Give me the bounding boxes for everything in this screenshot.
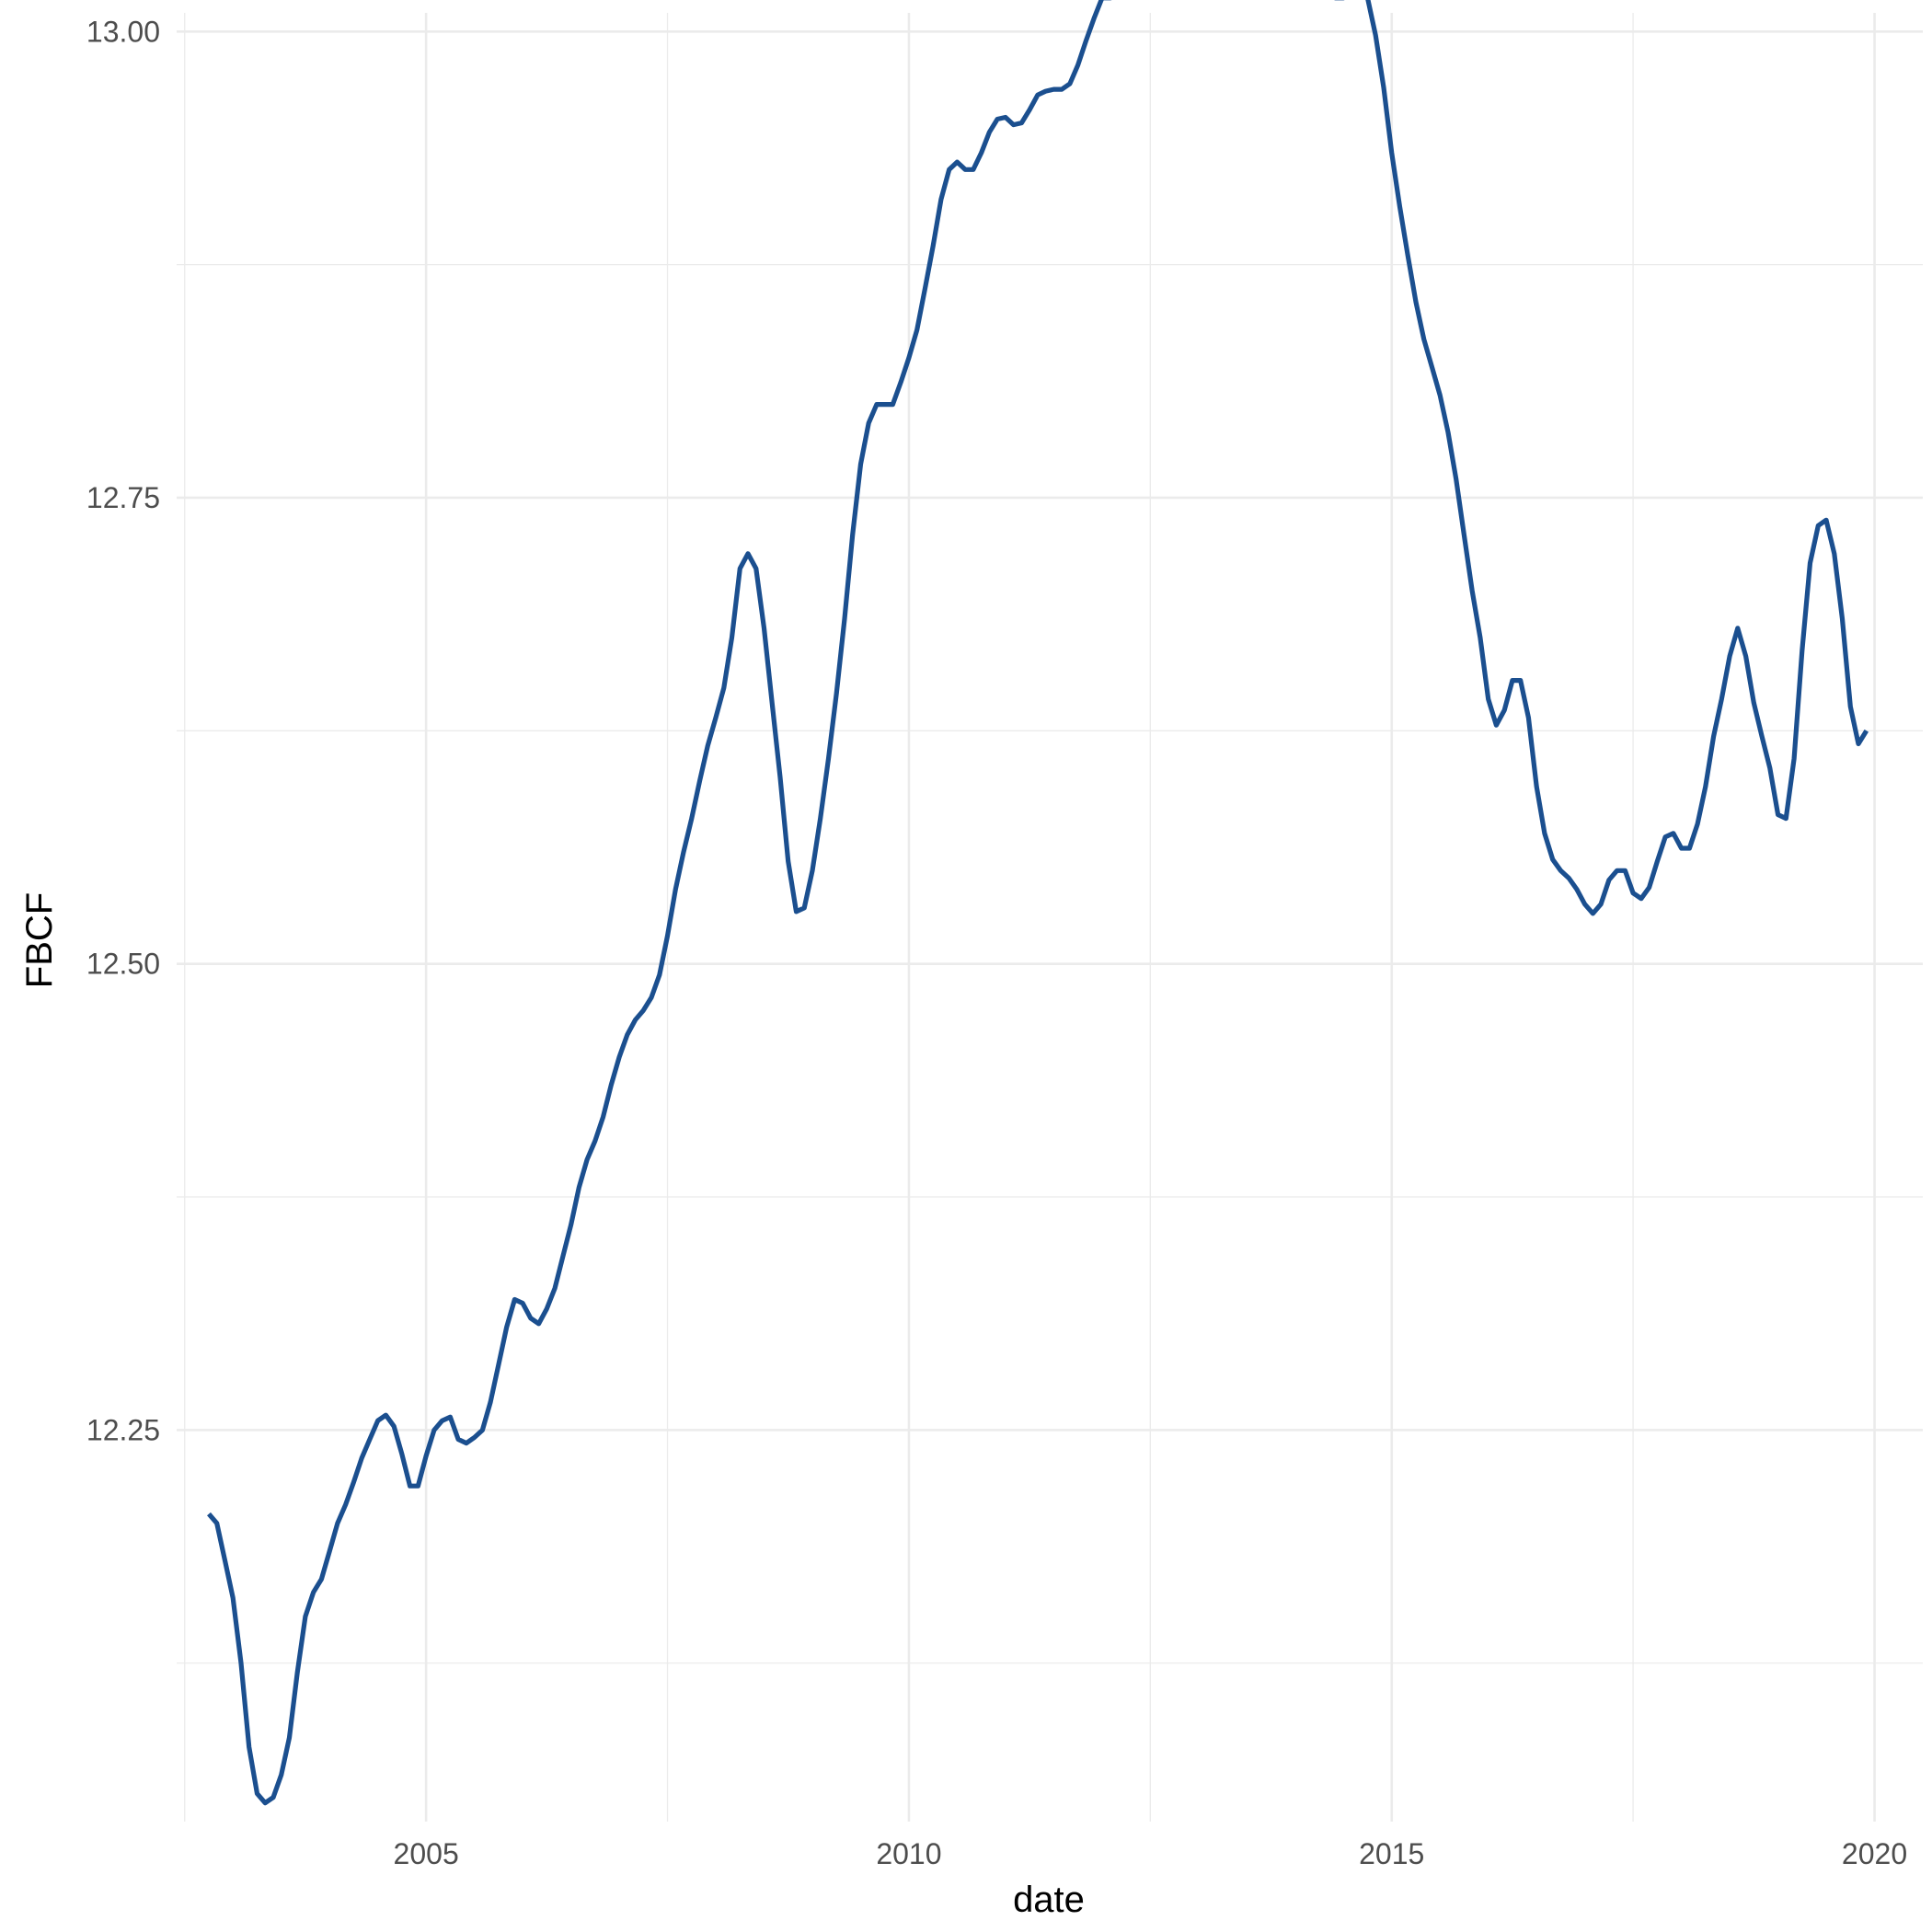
major-gridlines — [177, 13, 1923, 1822]
y-tick-labels: 12.25 12.50 12.75 13.00 — [86, 15, 160, 1446]
minor-gridlines — [177, 13, 1923, 1822]
x-tick-labels: 2005 2010 2015 2020 — [394, 1837, 1908, 1870]
x-tick-label: 2020 — [1842, 1837, 1907, 1870]
x-tick-label: 2010 — [876, 1837, 941, 1870]
y-axis-title: FBCF — [19, 892, 60, 988]
x-tick-label: 2005 — [394, 1837, 459, 1870]
series-line — [207, 0, 1869, 1806]
y-tick-label: 12.25 — [86, 1413, 160, 1446]
y-tick-label: 13.00 — [86, 15, 160, 48]
x-axis-title: date — [1013, 1880, 1085, 1920]
y-tick-label: 12.50 — [86, 948, 160, 981]
x-tick-label: 2015 — [1359, 1837, 1424, 1870]
series-layer — [207, 0, 1869, 1806]
y-tick-label: 12.75 — [86, 481, 160, 514]
